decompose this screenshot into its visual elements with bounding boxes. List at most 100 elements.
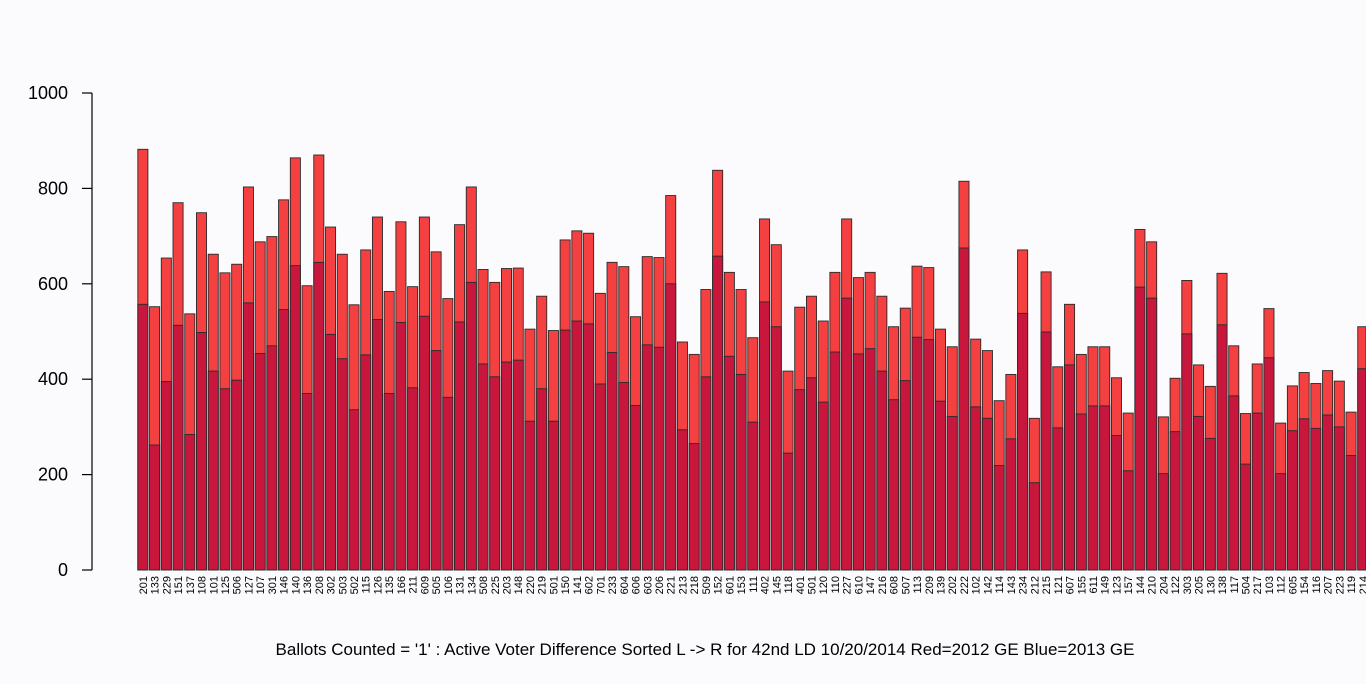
- x-tick-label: 111: [748, 576, 760, 593]
- x-tick-label: 114: [994, 576, 1006, 594]
- bar-2013-219: [536, 388, 548, 571]
- x-tick-label: 505: [431, 576, 443, 594]
- x-tick-label: 223: [1334, 576, 1346, 594]
- bar-2013-115: [360, 354, 372, 571]
- bar-2013-505: [430, 350, 442, 571]
- bar-2013-106: [442, 396, 454, 571]
- y-tick-label: 600: [38, 274, 68, 294]
- x-tick-label: 203: [502, 576, 514, 594]
- x-tick-label: 605: [1287, 576, 1299, 594]
- x-tick-label: 221: [666, 576, 678, 594]
- x-tick-label: 603: [642, 576, 654, 594]
- bar-2013-503: [336, 358, 348, 571]
- bar-2013-212: [1028, 482, 1040, 571]
- x-tick-label: 145: [771, 576, 783, 594]
- x-tick-label: 234: [1018, 576, 1030, 594]
- bar-2013-603: [641, 344, 653, 571]
- y-tick-label: 200: [38, 465, 68, 485]
- x-tick-label: 108: [197, 576, 209, 594]
- x-tick-label: 212: [1029, 576, 1041, 594]
- x-tick-label: 119: [1346, 576, 1358, 594]
- bar-2013-127: [242, 302, 254, 571]
- bar-2013-605: [1286, 430, 1298, 571]
- x-tick-label: 110: [830, 576, 842, 594]
- bar-2013-111: [747, 421, 759, 571]
- bar-2013-113: [911, 336, 923, 571]
- x-tick-label: 202: [947, 576, 959, 594]
- bar-2013-502: [348, 409, 360, 571]
- bars-layer: [137, 148, 1366, 571]
- bar-2013-123: [1110, 435, 1122, 571]
- bar-2013-101: [207, 370, 219, 571]
- x-tick-label: 206: [654, 576, 666, 594]
- x-tick-label: 503: [337, 576, 349, 594]
- bar-2013-149: [1099, 405, 1111, 571]
- bar-2013-611: [1087, 405, 1099, 571]
- bar-2013-166: [395, 321, 407, 571]
- bar-2013-118: [782, 452, 794, 571]
- x-tick-label: 213: [677, 576, 689, 594]
- bar-2013-137: [184, 434, 196, 571]
- x-tick-label: 502: [349, 576, 361, 594]
- x-tick-label: 102: [971, 576, 983, 594]
- bar-2013-203: [501, 361, 512, 571]
- bar-2013-102: [970, 406, 982, 571]
- x-tick-label: 303: [1182, 576, 1194, 594]
- bar-2013-135: [383, 393, 395, 571]
- bar-2013-154: [1298, 418, 1310, 571]
- y-tick-label: 400: [38, 369, 68, 389]
- bar-2013-145: [770, 326, 782, 571]
- y-axis: 0 200 400 600 800 1000: [28, 83, 93, 580]
- x-tick-label: 134: [466, 576, 478, 594]
- x-tick-label: 118: [783, 576, 795, 594]
- x-tick-label: 152: [713, 576, 725, 594]
- bar-2013-204: [1157, 473, 1169, 571]
- bar-2013-222: [958, 247, 970, 571]
- bar-2013-216: [876, 370, 888, 571]
- x-tick-label: 508: [478, 576, 490, 594]
- bar-2013-234: [1017, 312, 1029, 571]
- x-tick-label: 143: [1006, 576, 1018, 594]
- bar-2013-206: [653, 346, 665, 571]
- bar-2013-301: [266, 345, 278, 571]
- bar-2013-139: [935, 400, 947, 571]
- bar-2013-608: [888, 399, 900, 571]
- bar-2013-217: [1251, 412, 1263, 571]
- x-tick-label: 123: [1111, 576, 1123, 594]
- x-tick-label: 120: [818, 576, 830, 594]
- bar-2013-233: [606, 352, 618, 571]
- x-tick-labels: 201 133 229 151 137 108 101 125 506 127 107 301 146 1…: [138, 576, 1366, 594]
- x-tick-label: 133: [150, 576, 162, 594]
- bar-2013-107: [254, 352, 266, 571]
- bar-2013-207: [1322, 414, 1334, 571]
- x-tick-label: 141: [572, 576, 584, 594]
- bar-2013-153: [735, 373, 747, 571]
- x-tick-label: 106: [443, 576, 455, 594]
- bar-2013-214: [1357, 368, 1366, 571]
- x-tick-label: 147: [865, 576, 877, 594]
- x-tick-label: 602: [584, 576, 596, 594]
- x-tick-label: 125: [220, 576, 232, 594]
- bar-2013-121: [1052, 427, 1064, 571]
- x-tick-label: 107: [255, 576, 267, 594]
- x-tick-label: 609: [419, 576, 431, 594]
- x-tick-label: 233: [607, 576, 619, 594]
- x-tick-label: 201: [138, 576, 150, 594]
- x-tick-label: 219: [537, 576, 549, 594]
- x-axis-label: Ballots Counted = '1' : Active Voter Dif…: [276, 640, 1135, 659]
- bar-2013-229: [160, 381, 172, 571]
- x-tick-label: 608: [889, 576, 901, 594]
- bar-2013-208: [313, 261, 325, 571]
- x-tick-label: 301: [267, 576, 279, 594]
- bar-2013-205: [1193, 415, 1205, 571]
- bar-2013-140: [289, 265, 301, 571]
- x-tick-label: 142: [982, 576, 994, 594]
- bar-2013-142: [981, 417, 993, 571]
- x-tick-label: 501: [548, 576, 560, 594]
- bar-2013-223: [1333, 426, 1345, 571]
- x-tick-label: 149: [1100, 576, 1112, 594]
- bar-2013-150: [559, 329, 571, 571]
- bar-2013-211: [407, 387, 419, 571]
- x-tick-label: 220: [525, 576, 537, 594]
